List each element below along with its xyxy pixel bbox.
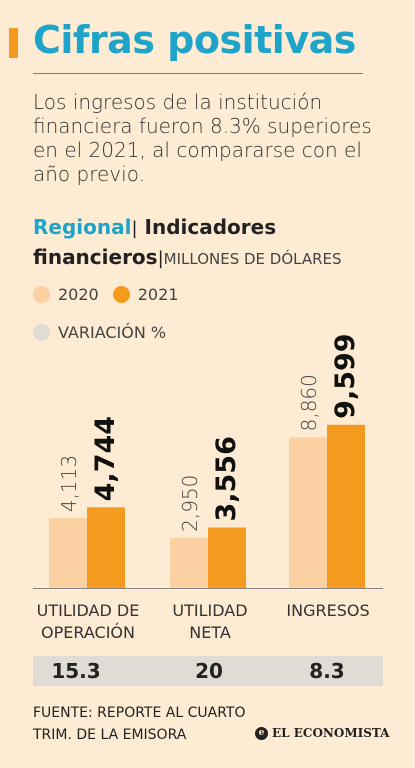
x-tick-label-0: UTILIDAD DE OPERACIÓN (28, 600, 148, 644)
legend-2020-swatch (33, 286, 50, 303)
logo-icon: e (255, 726, 268, 740)
variation-value-operacion: 15.3 (51, 659, 101, 683)
source-line-1: FUENTE: REPORTE AL CUARTO (33, 705, 246, 721)
legend-2020-label: 2020 (58, 285, 99, 304)
bar-2020-0 (49, 518, 87, 588)
data-label-2020-0: 4,113 (57, 455, 81, 512)
data-label-2020-2: 8,860 (297, 374, 321, 431)
bar-2020-1 (170, 537, 208, 588)
x-tick-label-2: INGRESOS (268, 600, 388, 622)
legend-variation: VARIACIÓN % (33, 323, 166, 342)
bar-2021-0 (87, 507, 125, 588)
title-accent-bar (9, 28, 18, 58)
x-tick-label-line: INGRESOS (286, 601, 370, 620)
x-tick-label-1: UTILIDAD NETA (150, 600, 270, 644)
x-tick-label-line: UTILIDAD (172, 601, 248, 620)
x-tick-label-line: NETA (189, 623, 231, 642)
chart-heading: Regional| Indicadores financieros|MILLON… (33, 213, 403, 273)
subtitle: Los ingresos de la institución financier… (33, 90, 372, 186)
legend-variation-label: VARIACIÓN % (58, 323, 167, 342)
publisher-logo: e EL ECONOMISTA (255, 726, 389, 740)
heading-separator: | (131, 218, 138, 239)
bar-2021-2 (327, 424, 365, 588)
bar-2021-1 (208, 527, 246, 588)
variation-value-neta: 20 (195, 659, 223, 683)
variation-value-ingresos: 8.3 (309, 659, 345, 683)
heading-separator-2: | (157, 248, 164, 269)
logo-text: EL ECONOMISTA (272, 726, 390, 740)
heading-name: Indicadores financieros (33, 215, 277, 269)
legend-variation-swatch (33, 324, 50, 341)
legend-2021-swatch (112, 286, 130, 303)
data-label-2021-1: 3,556 (211, 436, 242, 521)
bar-chart: 4,113 4,744 2,950 3,556 8,860 9,599 (33, 333, 383, 589)
heading-region: Regional (33, 215, 132, 239)
variation-strip: 15.3 20 8.3 (33, 656, 383, 686)
legend-years: 2020 2021 (33, 285, 178, 304)
data-label-2021-0: 4,744 (90, 416, 121, 501)
x-tick-label-line: OPERACIÓN (41, 623, 135, 642)
legend-2021-label: 2021 (137, 285, 179, 304)
title-rule (33, 73, 363, 74)
x-tick-label-line: UTILIDAD DE (36, 601, 140, 620)
bar-2020-2 (289, 437, 327, 588)
data-label-2020-1: 2,950 (178, 475, 202, 532)
heading-unit: MILLONES DE DÓLARES (163, 250, 342, 268)
source-line-2: TRIM. DE LA EMISORA (33, 727, 187, 743)
source-note: FUENTE: REPORTE AL CUARTO TRIM. DE LA EM… (33, 702, 245, 746)
data-label-2021-2: 9,599 (330, 333, 361, 418)
page-title: Cifras positivas (33, 18, 356, 62)
